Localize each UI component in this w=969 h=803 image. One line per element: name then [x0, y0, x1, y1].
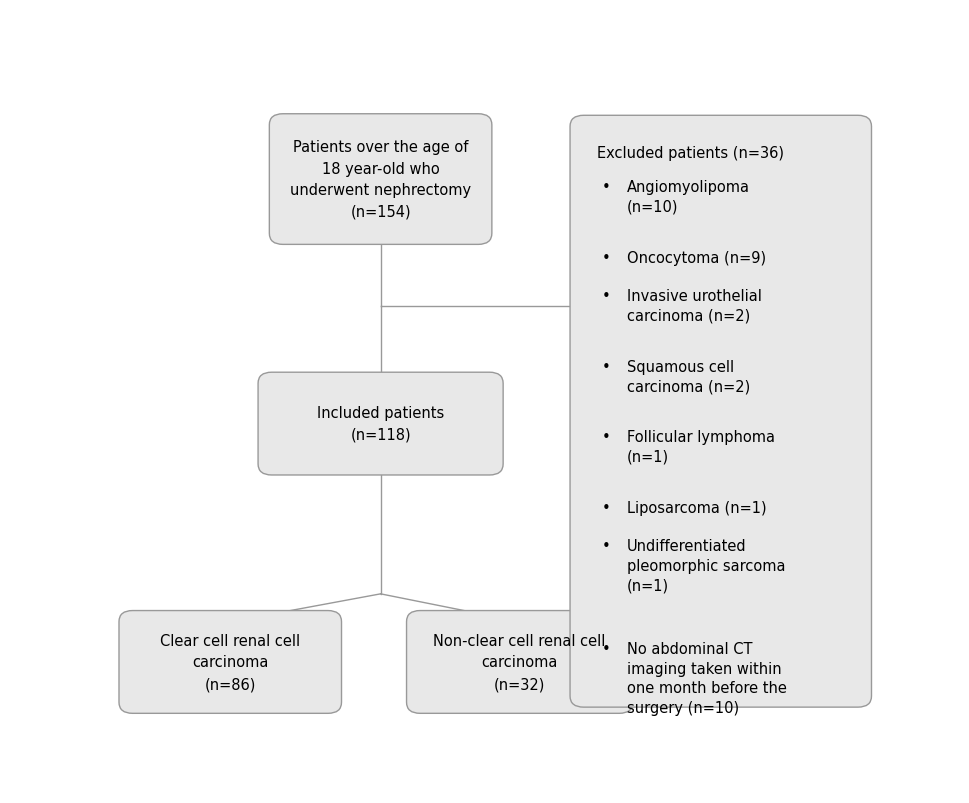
Text: •: •: [601, 641, 610, 656]
FancyBboxPatch shape: [269, 115, 491, 245]
Text: •: •: [601, 539, 610, 553]
Text: No abdominal CT
imaging taken within
one month before the
surgery (n=10): No abdominal CT imaging taken within one…: [627, 641, 786, 715]
Text: •: •: [601, 180, 610, 195]
Text: Clear cell renal cell
carcinoma
(n=86): Clear cell renal cell carcinoma (n=86): [160, 633, 300, 691]
Text: •: •: [601, 430, 610, 445]
Text: •: •: [601, 500, 610, 515]
Text: •: •: [601, 288, 610, 304]
Text: Liposarcoma (n=1): Liposarcoma (n=1): [627, 500, 766, 515]
FancyBboxPatch shape: [406, 611, 632, 713]
Text: Angiomyolipoma
(n=10): Angiomyolipoma (n=10): [627, 180, 749, 214]
Text: Oncocytoma (n=9): Oncocytoma (n=9): [627, 251, 766, 265]
Text: Excluded patients (n=36): Excluded patients (n=36): [597, 146, 783, 161]
Text: Squamous cell
carcinoma (n=2): Squamous cell carcinoma (n=2): [627, 359, 750, 394]
Text: Included patients
(n=118): Included patients (n=118): [317, 406, 444, 442]
Text: Undifferentiated
pleomorphic sarcoma
(n=1): Undifferentiated pleomorphic sarcoma (n=…: [627, 539, 785, 593]
Text: •: •: [601, 359, 610, 374]
FancyBboxPatch shape: [258, 373, 503, 475]
Text: Patients over the age of
18 year-old who
underwent nephrectomy
(n=154): Patients over the age of 18 year-old who…: [290, 140, 471, 220]
Text: Follicular lymphoma
(n=1): Follicular lymphoma (n=1): [627, 430, 774, 464]
Text: •: •: [601, 251, 610, 265]
FancyBboxPatch shape: [570, 116, 870, 707]
FancyBboxPatch shape: [119, 611, 341, 713]
Text: Invasive urothelial
carcinoma (n=2): Invasive urothelial carcinoma (n=2): [627, 288, 762, 324]
Text: Non-clear cell renal cell
carcinoma
(n=32): Non-clear cell renal cell carcinoma (n=3…: [433, 633, 606, 691]
